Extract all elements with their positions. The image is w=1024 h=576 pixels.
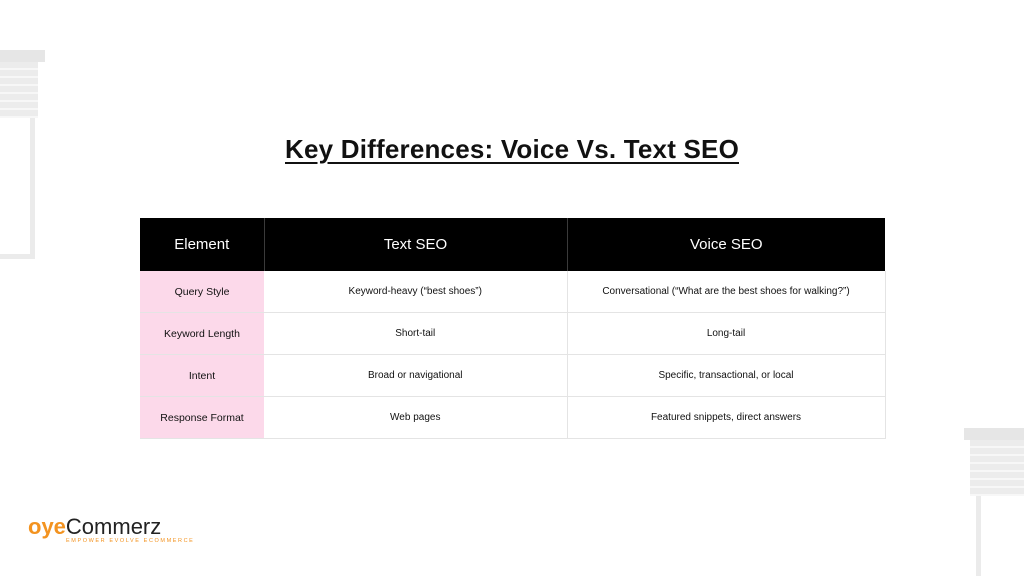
text-seo-cell: Broad or navigational [264,354,568,397]
header-text-seo: Text SEO [264,218,568,271]
table-row: Query Style Keyword-heavy (“best shoes”)… [140,271,886,313]
page-title: Key Differences: Voice Vs. Text SEO [285,134,739,164]
oyecommerz-logo: oyeCommerz EMPOWER EVOLVE ECOMMERCE [28,515,208,547]
header-voice-seo: Voice SEO [567,218,885,271]
comparison-table: Element Text SEO Voice SEO Query Style K… [140,218,886,439]
logo-oye: oye [28,514,66,539]
voice-seo-cell: Conversational (“What are the best shoes… [567,271,886,313]
logo-wordmark: oyeCommerz [28,515,161,539]
decorative-post-right [976,496,981,576]
decorative-blinds-right [970,440,1024,496]
text-seo-cell: Short-tail [264,312,568,355]
logo-tagline: EMPOWER EVOLVE ECOMMERCE [66,538,195,544]
decorative-blinds-left [0,62,38,118]
text-seo-cell: Web pages [264,396,568,439]
table-header-row: Element Text SEO Voice SEO [140,218,885,271]
voice-seo-cell: Featured snippets, direct answers [567,396,886,439]
decorative-blind-top-right [964,428,1024,440]
logo-commerz: Commerz [65,514,162,539]
decorative-blind-top-left [0,50,45,62]
row-label: Query Style [140,271,264,313]
row-label: Intent [140,354,264,397]
table-row: Response Format Web pages Featured snipp… [140,396,886,439]
table-row: Keyword Length Short-tail Long-tail [140,312,886,355]
row-label: Keyword Length [140,312,264,355]
header-element: Element [140,218,265,271]
row-label: Response Format [140,396,264,439]
text-seo-cell: Keyword-heavy (“best shoes”) [264,271,568,313]
table-row: Intent Broad or navigational Specific, t… [140,354,886,397]
voice-seo-cell: Specific, transactional, or local [567,354,886,397]
voice-seo-cell: Long-tail [567,312,886,355]
decorative-frame-left [0,118,35,259]
